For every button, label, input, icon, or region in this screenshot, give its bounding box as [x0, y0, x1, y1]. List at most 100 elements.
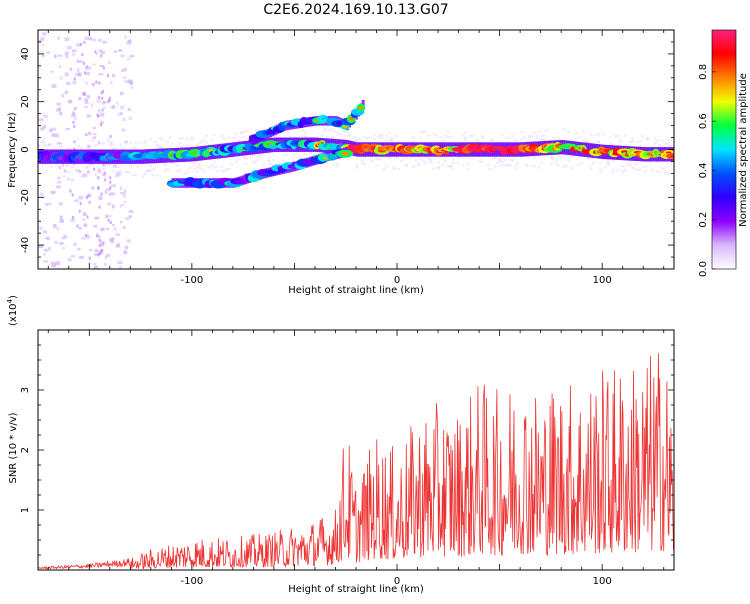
- spectrogram-halo: [564, 164, 568, 167]
- spectrogram-halo: [286, 129, 290, 132]
- spectrogram-halo: [57, 145, 61, 148]
- spectrogram-halo: [609, 136, 613, 139]
- spectrogram-noise: [61, 94, 65, 98]
- spectrogram-halo: [227, 135, 231, 138]
- spectrogram-noise: [123, 200, 127, 203]
- spectrogram-halo: [151, 173, 155, 176]
- spectrogram-noise: [113, 50, 118, 53]
- spectrogram-noise: [95, 80, 98, 84]
- spectrogram-halo: [478, 160, 482, 163]
- spectrogram-noise: [43, 253, 46, 256]
- spectrogram-halo: [557, 164, 561, 167]
- spectrogram-halo: [555, 163, 559, 166]
- spectrogram-noise: [38, 144, 41, 148]
- spectrogram-halo: [532, 165, 536, 168]
- spectrogram-halo: [417, 162, 421, 165]
- spectrogram-halo: [606, 160, 610, 163]
- spectrogram-halo: [269, 162, 273, 165]
- spectrogram-noise: [116, 101, 119, 105]
- spectrogram-halo: [456, 155, 460, 158]
- spectrogram-xlabel: Height of straight line (km): [288, 285, 424, 296]
- spectrogram-halo: [616, 169, 620, 172]
- spectrogram-halo: [446, 136, 450, 139]
- spectrogram-noise: [85, 65, 88, 69]
- spectrogram-halo: [227, 168, 231, 171]
- spectrogram-noise: [82, 173, 88, 178]
- spectrogram-halo: [513, 138, 517, 141]
- spectrogram-halo: [663, 172, 667, 175]
- spectrogram-halo: [131, 146, 135, 149]
- spectrogram-noise: [102, 66, 105, 70]
- spectrogram-noise: [86, 215, 89, 219]
- spectrogram-halo: [370, 159, 374, 162]
- spectrogram-noise: [76, 224, 79, 228]
- spectrogram-halo: [355, 139, 359, 142]
- spectrogram-noise: [78, 209, 81, 213]
- spectrogram-noise: [101, 96, 104, 100]
- spectrogram-halo: [621, 165, 625, 168]
- spectrogram-halo: [404, 164, 408, 167]
- spectrogram-noise: [128, 80, 133, 84]
- spectrogram-halo: [646, 137, 650, 140]
- spectrogram-halo: [215, 170, 219, 173]
- spectrogram-noise: [51, 84, 57, 88]
- spectrogram-noise: [103, 101, 107, 104]
- spectrogram-noise: [120, 54, 125, 58]
- colorbar: 0.0 0.2 0.4 0.6 0.8 Normalized spectral ampl…: [698, 29, 749, 277]
- spectrogram-noise: [92, 136, 96, 139]
- spectrogram-halo: [109, 163, 113, 166]
- spectrogram-halo: [355, 164, 359, 167]
- spectrogram-halo: [449, 165, 453, 168]
- spectrogram-halo: [109, 142, 113, 145]
- spectrogram-halo: [537, 130, 541, 133]
- spectrogram-halo: [178, 137, 182, 140]
- spectrogram-halo: [515, 140, 519, 143]
- spectrogram-halo: [97, 169, 101, 172]
- spectrogram-halo: [429, 158, 433, 161]
- spectrogram-noise: [51, 127, 56, 132]
- spectrogram-noise: [111, 73, 116, 78]
- spectrogram-halo: [222, 169, 226, 172]
- spectrogram-halo: [131, 174, 135, 177]
- spectrogram-halo: [562, 128, 566, 131]
- spectrogram-noise: [38, 244, 44, 249]
- spectrogram-halo: [301, 154, 305, 157]
- spectrogram-halo: [606, 163, 610, 166]
- spectrogram-noise: [56, 227, 59, 231]
- spectrogram-noise: [84, 98, 87, 101]
- spectrogram-noise: [107, 100, 110, 104]
- spectrogram-noise: [110, 141, 113, 146]
- spectrogram-noise: [122, 117, 126, 122]
- spectrogram-halo: [633, 163, 637, 166]
- spectrogram-noise: [101, 108, 104, 112]
- spectrogram-noise: [123, 194, 126, 198]
- spectrogram-halo: [392, 167, 396, 170]
- spectrogram-noise: [122, 204, 125, 207]
- spectrogram-halo: [431, 132, 435, 135]
- spectrogram-halo: [328, 128, 332, 131]
- spectrogram-halo: [655, 160, 659, 163]
- spectrogram-halo: [289, 135, 293, 138]
- spectrogram-noise: [42, 32, 47, 36]
- spectrogram-halo: [185, 137, 189, 140]
- spectrogram-noise: [112, 223, 115, 227]
- spectrogram-halo: [200, 140, 204, 143]
- spectrogram-halo: [242, 156, 246, 159]
- spectrogram-noise: [100, 112, 105, 117]
- spectrogram-halo: [574, 137, 578, 140]
- spectrogram-halo: [353, 139, 357, 142]
- spectrogram-halo: [294, 136, 298, 139]
- spectrogram-halo: [190, 136, 194, 139]
- colorbar-frame: [711, 29, 737, 270]
- spectrogram-halo: [239, 132, 243, 135]
- spectrogram-noise: [83, 40, 86, 44]
- spectrogram-halo: [119, 170, 123, 173]
- spectrogram-noise: [111, 204, 115, 209]
- spectrogram-halo: [365, 137, 369, 140]
- spectrogram-noise: [48, 128, 53, 133]
- spectrogram-halo: [330, 137, 334, 140]
- spectrogram-halo: [584, 141, 588, 144]
- spectrogram-noise: [54, 133, 60, 138]
- spectrogram-halo: [466, 163, 470, 166]
- spectrogram-noise: [98, 238, 101, 242]
